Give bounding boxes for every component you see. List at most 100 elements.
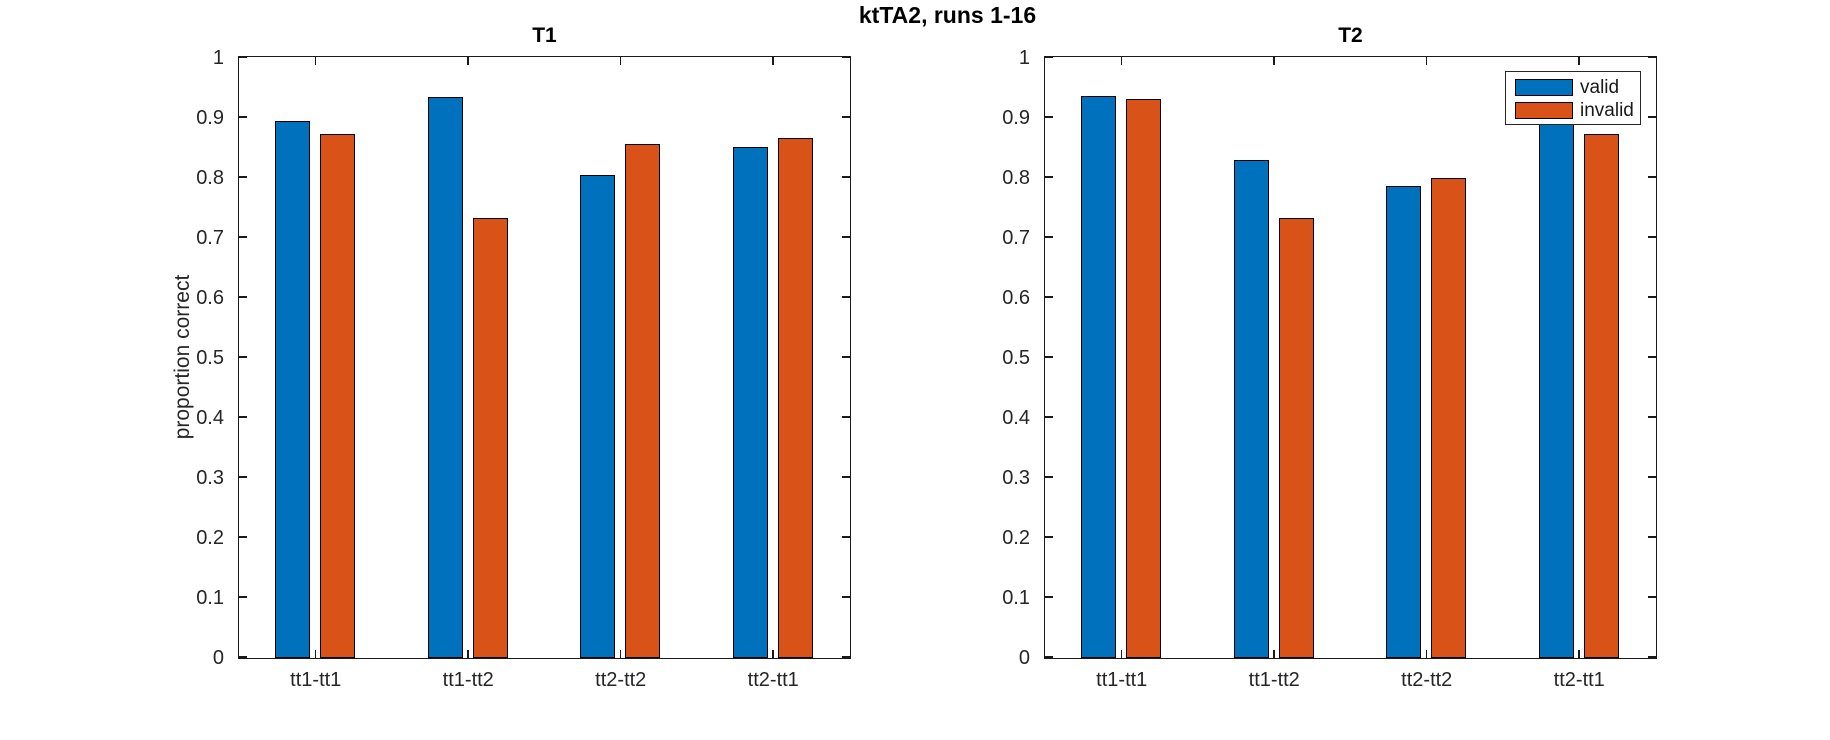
x-tick-label: tt1-tt1 bbox=[290, 669, 342, 691]
bar-invalid-tt2-tt2 bbox=[1431, 178, 1467, 658]
y-tick-right bbox=[842, 176, 850, 178]
x-tick-top bbox=[772, 57, 774, 65]
y-tick-left bbox=[239, 116, 247, 118]
legend-entry-valid: valid bbox=[1515, 77, 1640, 98]
y-tick-left bbox=[1045, 236, 1053, 238]
x-tick-label: tt1-tt2 bbox=[442, 669, 494, 691]
y-tick-right bbox=[1648, 236, 1656, 238]
bar-valid-tt1-tt1 bbox=[1081, 95, 1117, 658]
x-tick-top bbox=[314, 57, 316, 65]
y-tick-label: 0.6 bbox=[196, 286, 224, 309]
x-tick-top bbox=[1120, 57, 1122, 65]
y-tick-left bbox=[239, 596, 247, 598]
y-tick-right bbox=[842, 596, 850, 598]
y-tick-right bbox=[1648, 56, 1656, 58]
bar-invalid-tt1-tt1 bbox=[1126, 98, 1162, 658]
axes-t1 bbox=[238, 56, 851, 659]
bar-valid-tt1-tt2 bbox=[427, 97, 463, 658]
bar-valid-tt2-tt2 bbox=[1386, 185, 1422, 658]
y-tick-left bbox=[239, 416, 247, 418]
subplot-t1-title: T1 bbox=[532, 24, 557, 47]
y-tick-right bbox=[842, 236, 850, 238]
y-tick-label: 0.7 bbox=[196, 226, 224, 249]
y-tick-right bbox=[842, 536, 850, 538]
subplot-t2: T2 valid invalid 0 0.1 0.2 0.3 0.4 0.5 0.6 0.7 0… bbox=[1002, 24, 1657, 691]
y-tick-left bbox=[1045, 56, 1053, 58]
y-tick-right bbox=[1648, 356, 1656, 358]
bar-invalid-tt1-tt2 bbox=[1278, 218, 1314, 658]
y-tick-right bbox=[842, 356, 850, 358]
y-tick-label: 0.3 bbox=[1002, 466, 1030, 489]
y-tick-label: 0 bbox=[212, 646, 224, 669]
bar-valid-tt1-tt2 bbox=[1233, 160, 1269, 658]
y-tick-left bbox=[1045, 656, 1053, 658]
legend-label-valid: valid bbox=[1580, 76, 1620, 98]
x-tick-bottom bbox=[314, 650, 316, 658]
y-tick-label: 0.1 bbox=[196, 586, 224, 609]
y-tick-left bbox=[239, 176, 247, 178]
y-tick-right bbox=[1648, 596, 1656, 598]
y-tick-right bbox=[1648, 536, 1656, 538]
y-tick-left bbox=[239, 296, 247, 298]
y-tick-left bbox=[1045, 536, 1053, 538]
y-tick-label: 0.5 bbox=[196, 346, 224, 369]
bar-invalid-tt1-tt2 bbox=[472, 218, 508, 658]
y-tick-label: 1 bbox=[1018, 46, 1030, 69]
x-tick-top bbox=[1273, 57, 1275, 65]
x-tick-top bbox=[1425, 57, 1427, 65]
y-tick-right bbox=[1648, 476, 1656, 478]
y-tick-right bbox=[842, 416, 850, 418]
y-tick-label: 0.3 bbox=[196, 466, 224, 489]
y-tick-label: 0.9 bbox=[196, 106, 224, 129]
y-tick-left bbox=[1045, 416, 1053, 418]
y-tick-label: 0.6 bbox=[1002, 286, 1030, 309]
bar-valid-tt2-tt1 bbox=[1538, 124, 1574, 658]
y-tick-right bbox=[1648, 416, 1656, 418]
bar-invalid-tt2-tt2 bbox=[625, 143, 661, 658]
y-tick-label: 0.4 bbox=[1002, 406, 1030, 429]
y-tick-right bbox=[842, 656, 850, 658]
y-tick-left bbox=[1045, 596, 1053, 598]
y-tick-right bbox=[1648, 176, 1656, 178]
x-tick-bottom bbox=[619, 650, 621, 658]
x-tick-label: tt1-tt1 bbox=[1096, 669, 1148, 691]
x-tick-top bbox=[1578, 57, 1580, 65]
y-tick-left bbox=[1045, 116, 1053, 118]
y-tick-left bbox=[1045, 176, 1053, 178]
y-tick-right bbox=[842, 476, 850, 478]
x-tick-bottom bbox=[1120, 650, 1122, 658]
x-tick-label: tt2-tt2 bbox=[595, 669, 647, 691]
bar-invalid-tt1-tt1 bbox=[320, 133, 356, 658]
bar-valid-tt2-tt1 bbox=[732, 146, 768, 658]
x-tick-label: tt2-tt2 bbox=[1401, 669, 1453, 691]
y-tick-label: 0.9 bbox=[1002, 106, 1030, 129]
y-tick-left bbox=[1045, 356, 1053, 358]
x-tick-bottom bbox=[1273, 650, 1275, 658]
legend-swatch-invalid bbox=[1515, 102, 1573, 119]
bar-valid-tt2-tt2 bbox=[580, 175, 616, 658]
figure-title: ktTA2, runs 1-16 bbox=[858, 2, 1037, 28]
y-tick-right bbox=[1648, 656, 1656, 658]
x-tick-bottom bbox=[1578, 650, 1580, 658]
y-tick-label: 0.1 bbox=[1002, 586, 1030, 609]
y-tick-label: 1 bbox=[212, 46, 224, 69]
x-tick-top bbox=[619, 57, 621, 65]
legend-label-invalid: invalid bbox=[1580, 99, 1634, 121]
x-tick-label: tt2-tt1 bbox=[747, 669, 799, 691]
y-tick-label: 0.2 bbox=[196, 526, 224, 549]
legend: valid invalid bbox=[1505, 71, 1641, 125]
y-tick-label: 0.8 bbox=[196, 166, 224, 189]
y-tick-right bbox=[1648, 116, 1656, 118]
y-tick-label: 0.8 bbox=[1002, 166, 1030, 189]
y-tick-left bbox=[239, 236, 247, 238]
bar-valid-tt1-tt1 bbox=[275, 121, 311, 658]
y-tick-right bbox=[1648, 296, 1656, 298]
subplot-t2-title: T2 bbox=[1338, 24, 1363, 47]
x-tick-label: tt1-tt2 bbox=[1248, 669, 1300, 691]
x-tick-top bbox=[467, 57, 469, 65]
x-tick-bottom bbox=[1425, 650, 1427, 658]
y-tick-left bbox=[239, 356, 247, 358]
y-tick-label: 0.5 bbox=[1002, 346, 1030, 369]
y-tick-right bbox=[842, 56, 850, 58]
